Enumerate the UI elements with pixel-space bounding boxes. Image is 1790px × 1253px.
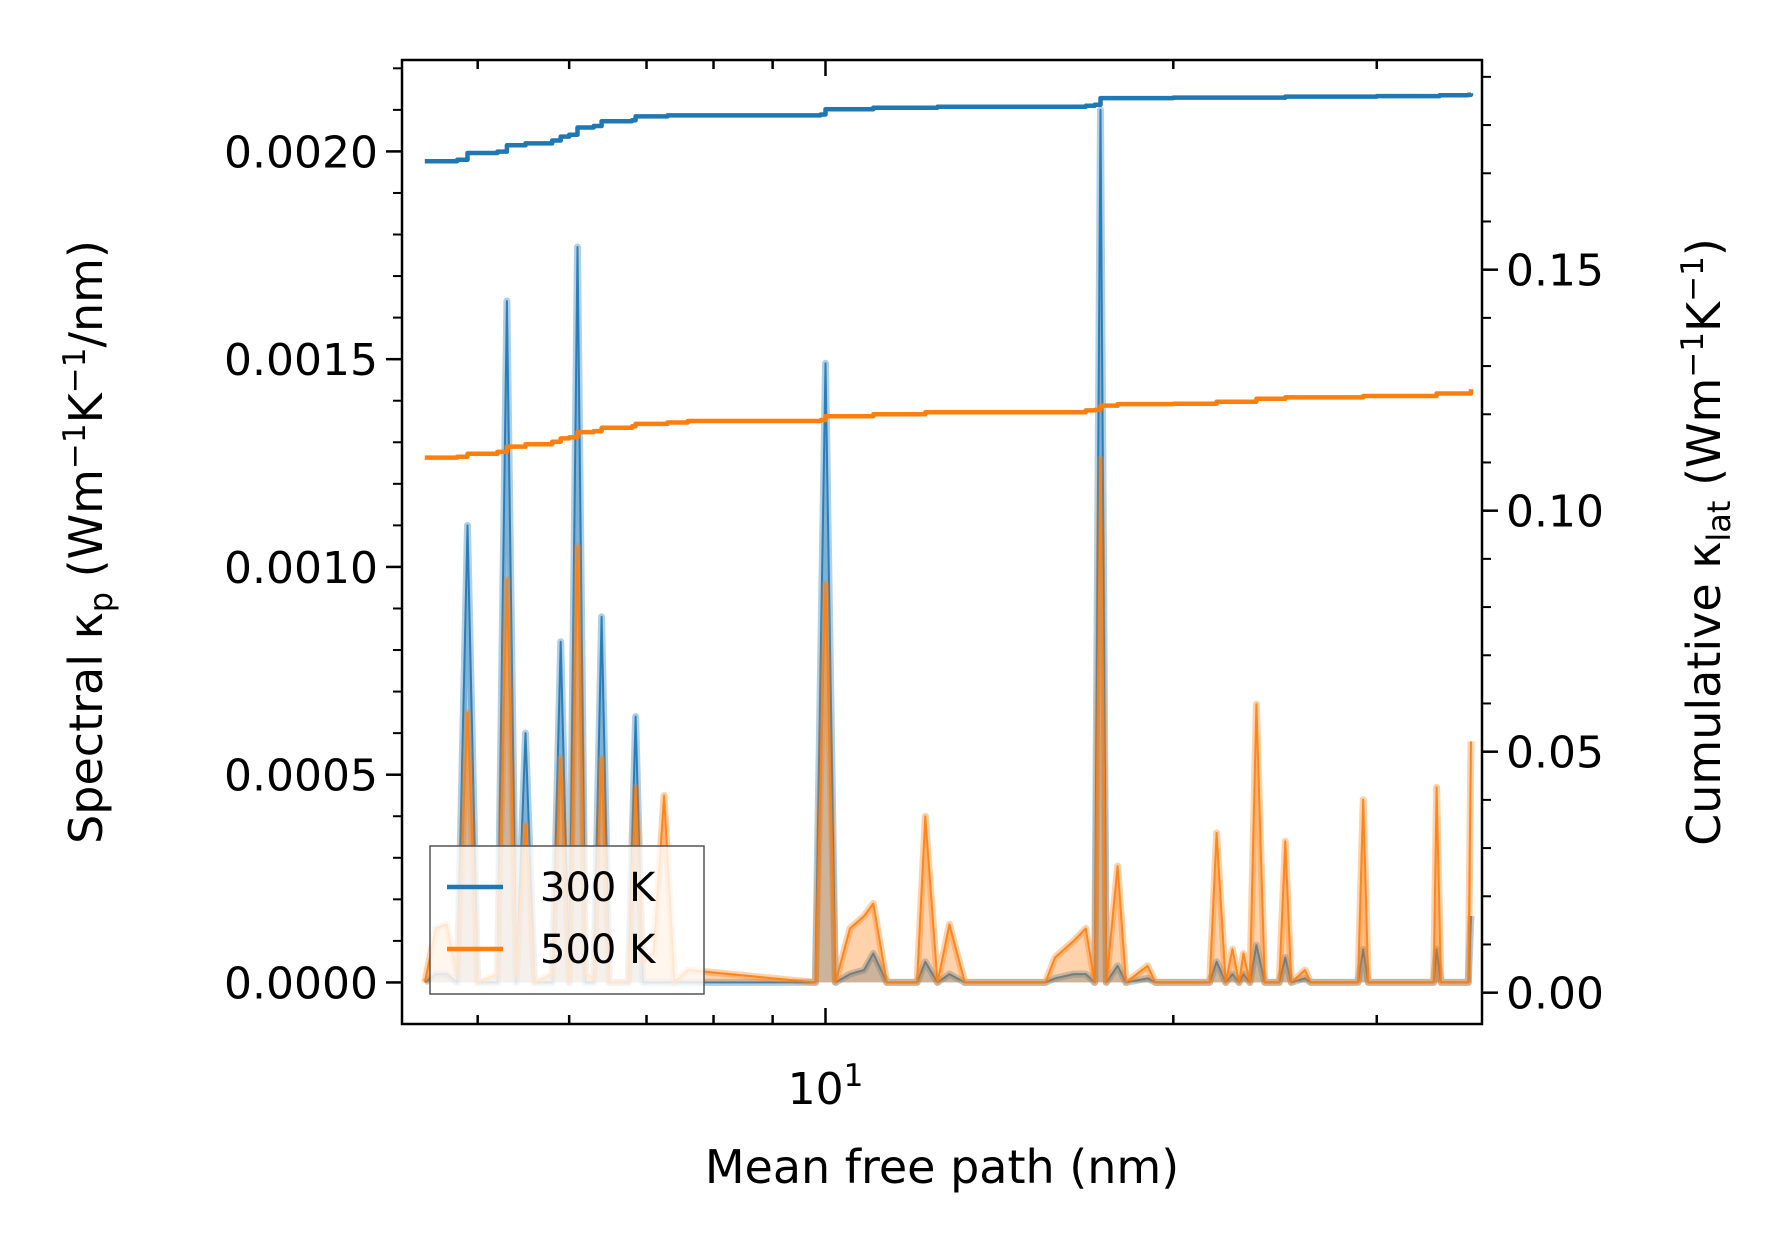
left-axis-title-label-main: Spectral κ (59, 612, 113, 844)
right-axis-title-label-units-post: ) (1677, 238, 1731, 256)
left-axis-title-label-units-pre: (Wm (59, 469, 113, 592)
right-axis-title-label-main: Cumulative κ (1677, 542, 1731, 846)
right-axis-title-label-sub: lat (1700, 501, 1738, 542)
left-axis-title-label-units-post: /nm) (59, 240, 113, 347)
right-axis-title-label-units-pre: (Wm (1677, 378, 1731, 501)
right-tick-label: 0.15 (1506, 246, 1604, 297)
left-axis-title-label-units-sup1: −1 (57, 423, 93, 469)
legend-box (429, 845, 705, 995)
legend-label: 300 K (540, 865, 657, 911)
right-axis-title: Cumulative κlat (Wm−1K−1) (1675, 238, 1738, 846)
right-tick-label: 0.10 (1506, 487, 1604, 538)
x-tick-label-exponent: 1 (844, 1058, 864, 1094)
x-tick-label-base: 10 (788, 1064, 844, 1115)
left-axis-title-label-units-sup2: −1 (57, 348, 93, 394)
right-axis-title-label-units-mid: K (1677, 300, 1731, 332)
x-tick-label: 101 (788, 1058, 864, 1115)
right-tick-label: 0.00 (1506, 969, 1604, 1020)
legend-label: 500 K (540, 927, 657, 973)
cumulative-line-500k (424, 389, 1474, 460)
right-axis-title-label-units-sup2: −1 (1675, 256, 1711, 302)
left-tick-label: 0.0020 (224, 127, 378, 178)
left-tick-label: 0.0010 (224, 543, 378, 594)
right-tick-label: 0.05 (1506, 728, 1604, 779)
axis-labels: 101 0.0000 0.0005 0.0010 0.0015 0.0020 0.00 0.0… (57, 127, 1738, 1194)
axes (386, 58, 1498, 1026)
left-tick-label: 0.0005 (224, 751, 378, 802)
left-axis-title: Spectral κp (Wm−1K−1/nm) (57, 240, 120, 844)
left-tick-label: 0.0015 (224, 335, 378, 386)
left-axis-title-label-units-mid: K (59, 391, 113, 423)
plot-frame (400, 58, 1484, 1026)
legend: 300 K 500 K (429, 845, 705, 995)
right-axis-title-label-units-sup1: −1 (1675, 332, 1711, 378)
left-tick-label: 0.0000 (224, 958, 378, 1009)
left-axis-title-label-sub: p (82, 592, 120, 612)
spectral-line-500k (423, 457, 1472, 984)
cumulative-line-300k (424, 92, 1474, 164)
x-axis-title: Mean free path (nm) (705, 1140, 1179, 1194)
